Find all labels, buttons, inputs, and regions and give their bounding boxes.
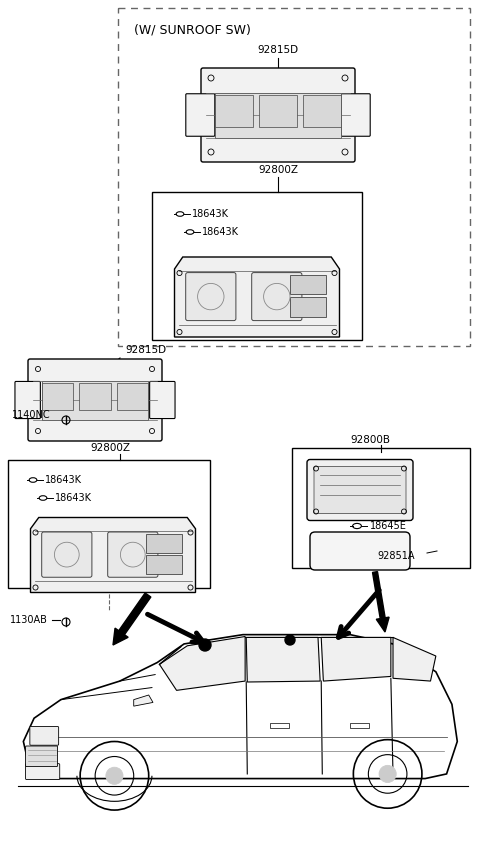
Polygon shape [24, 635, 457, 779]
FancyArrow shape [372, 571, 389, 632]
Text: 92851A: 92851A [377, 551, 415, 561]
FancyBboxPatch shape [30, 727, 59, 745]
Text: 1140NC: 1140NC [12, 410, 50, 420]
Text: 92815D: 92815D [257, 45, 299, 55]
FancyBboxPatch shape [25, 746, 58, 767]
FancyBboxPatch shape [252, 273, 302, 321]
Polygon shape [159, 637, 245, 690]
Bar [259, 95, 297, 127]
Polygon shape [31, 518, 195, 593]
Bar [350, 722, 370, 728]
Bar [146, 555, 182, 574]
FancyBboxPatch shape [108, 532, 158, 577]
Text: 92815D: 92815D [125, 345, 166, 355]
Bar [8, 460, 210, 588]
Circle shape [106, 767, 123, 784]
Text: 18643K: 18643K [45, 475, 82, 485]
FancyBboxPatch shape [186, 93, 215, 136]
Bar [146, 534, 182, 553]
Text: 92800Z: 92800Z [258, 165, 298, 175]
Ellipse shape [353, 523, 361, 529]
Bar [118, 8, 470, 346]
Text: 92800B: 92800B [350, 435, 390, 445]
Bar [290, 297, 326, 318]
Bar [303, 95, 341, 127]
Polygon shape [393, 638, 436, 681]
Text: 18643K: 18643K [55, 493, 92, 503]
Text: 18645E: 18645E [370, 521, 407, 531]
FancyBboxPatch shape [341, 93, 370, 136]
FancyBboxPatch shape [186, 273, 236, 321]
Text: (W/ SUNROOF SW): (W/ SUNROOF SW) [134, 24, 251, 37]
Bar [117, 383, 148, 410]
FancyBboxPatch shape [310, 532, 410, 570]
FancyBboxPatch shape [42, 532, 92, 577]
Ellipse shape [176, 211, 184, 216]
Bar [79, 383, 111, 410]
Bar [42, 380, 148, 419]
FancyBboxPatch shape [15, 381, 40, 419]
Circle shape [285, 635, 295, 645]
Bar [292, 448, 470, 568]
Ellipse shape [29, 478, 37, 482]
Bar [290, 274, 326, 295]
Text: 18643K: 18643K [192, 209, 229, 219]
FancyArrow shape [113, 593, 151, 645]
Polygon shape [321, 638, 391, 681]
FancyBboxPatch shape [307, 459, 413, 520]
Text: 1130AB: 1130AB [10, 615, 48, 625]
FancyBboxPatch shape [201, 68, 355, 162]
Ellipse shape [186, 230, 194, 234]
Circle shape [199, 639, 211, 651]
FancyBboxPatch shape [314, 466, 406, 514]
Bar [270, 722, 289, 728]
Circle shape [379, 765, 396, 783]
FancyBboxPatch shape [150, 381, 175, 419]
Polygon shape [134, 695, 153, 706]
Text: 92800Z: 92800Z [90, 443, 130, 453]
Bar [42, 383, 73, 410]
Ellipse shape [39, 496, 47, 500]
Bar [215, 93, 341, 138]
Bar [152, 192, 362, 340]
Polygon shape [175, 257, 339, 337]
Polygon shape [246, 638, 320, 682]
Bar [215, 95, 253, 127]
FancyBboxPatch shape [28, 359, 162, 441]
Text: 18643K: 18643K [202, 227, 239, 237]
FancyBboxPatch shape [25, 763, 60, 779]
